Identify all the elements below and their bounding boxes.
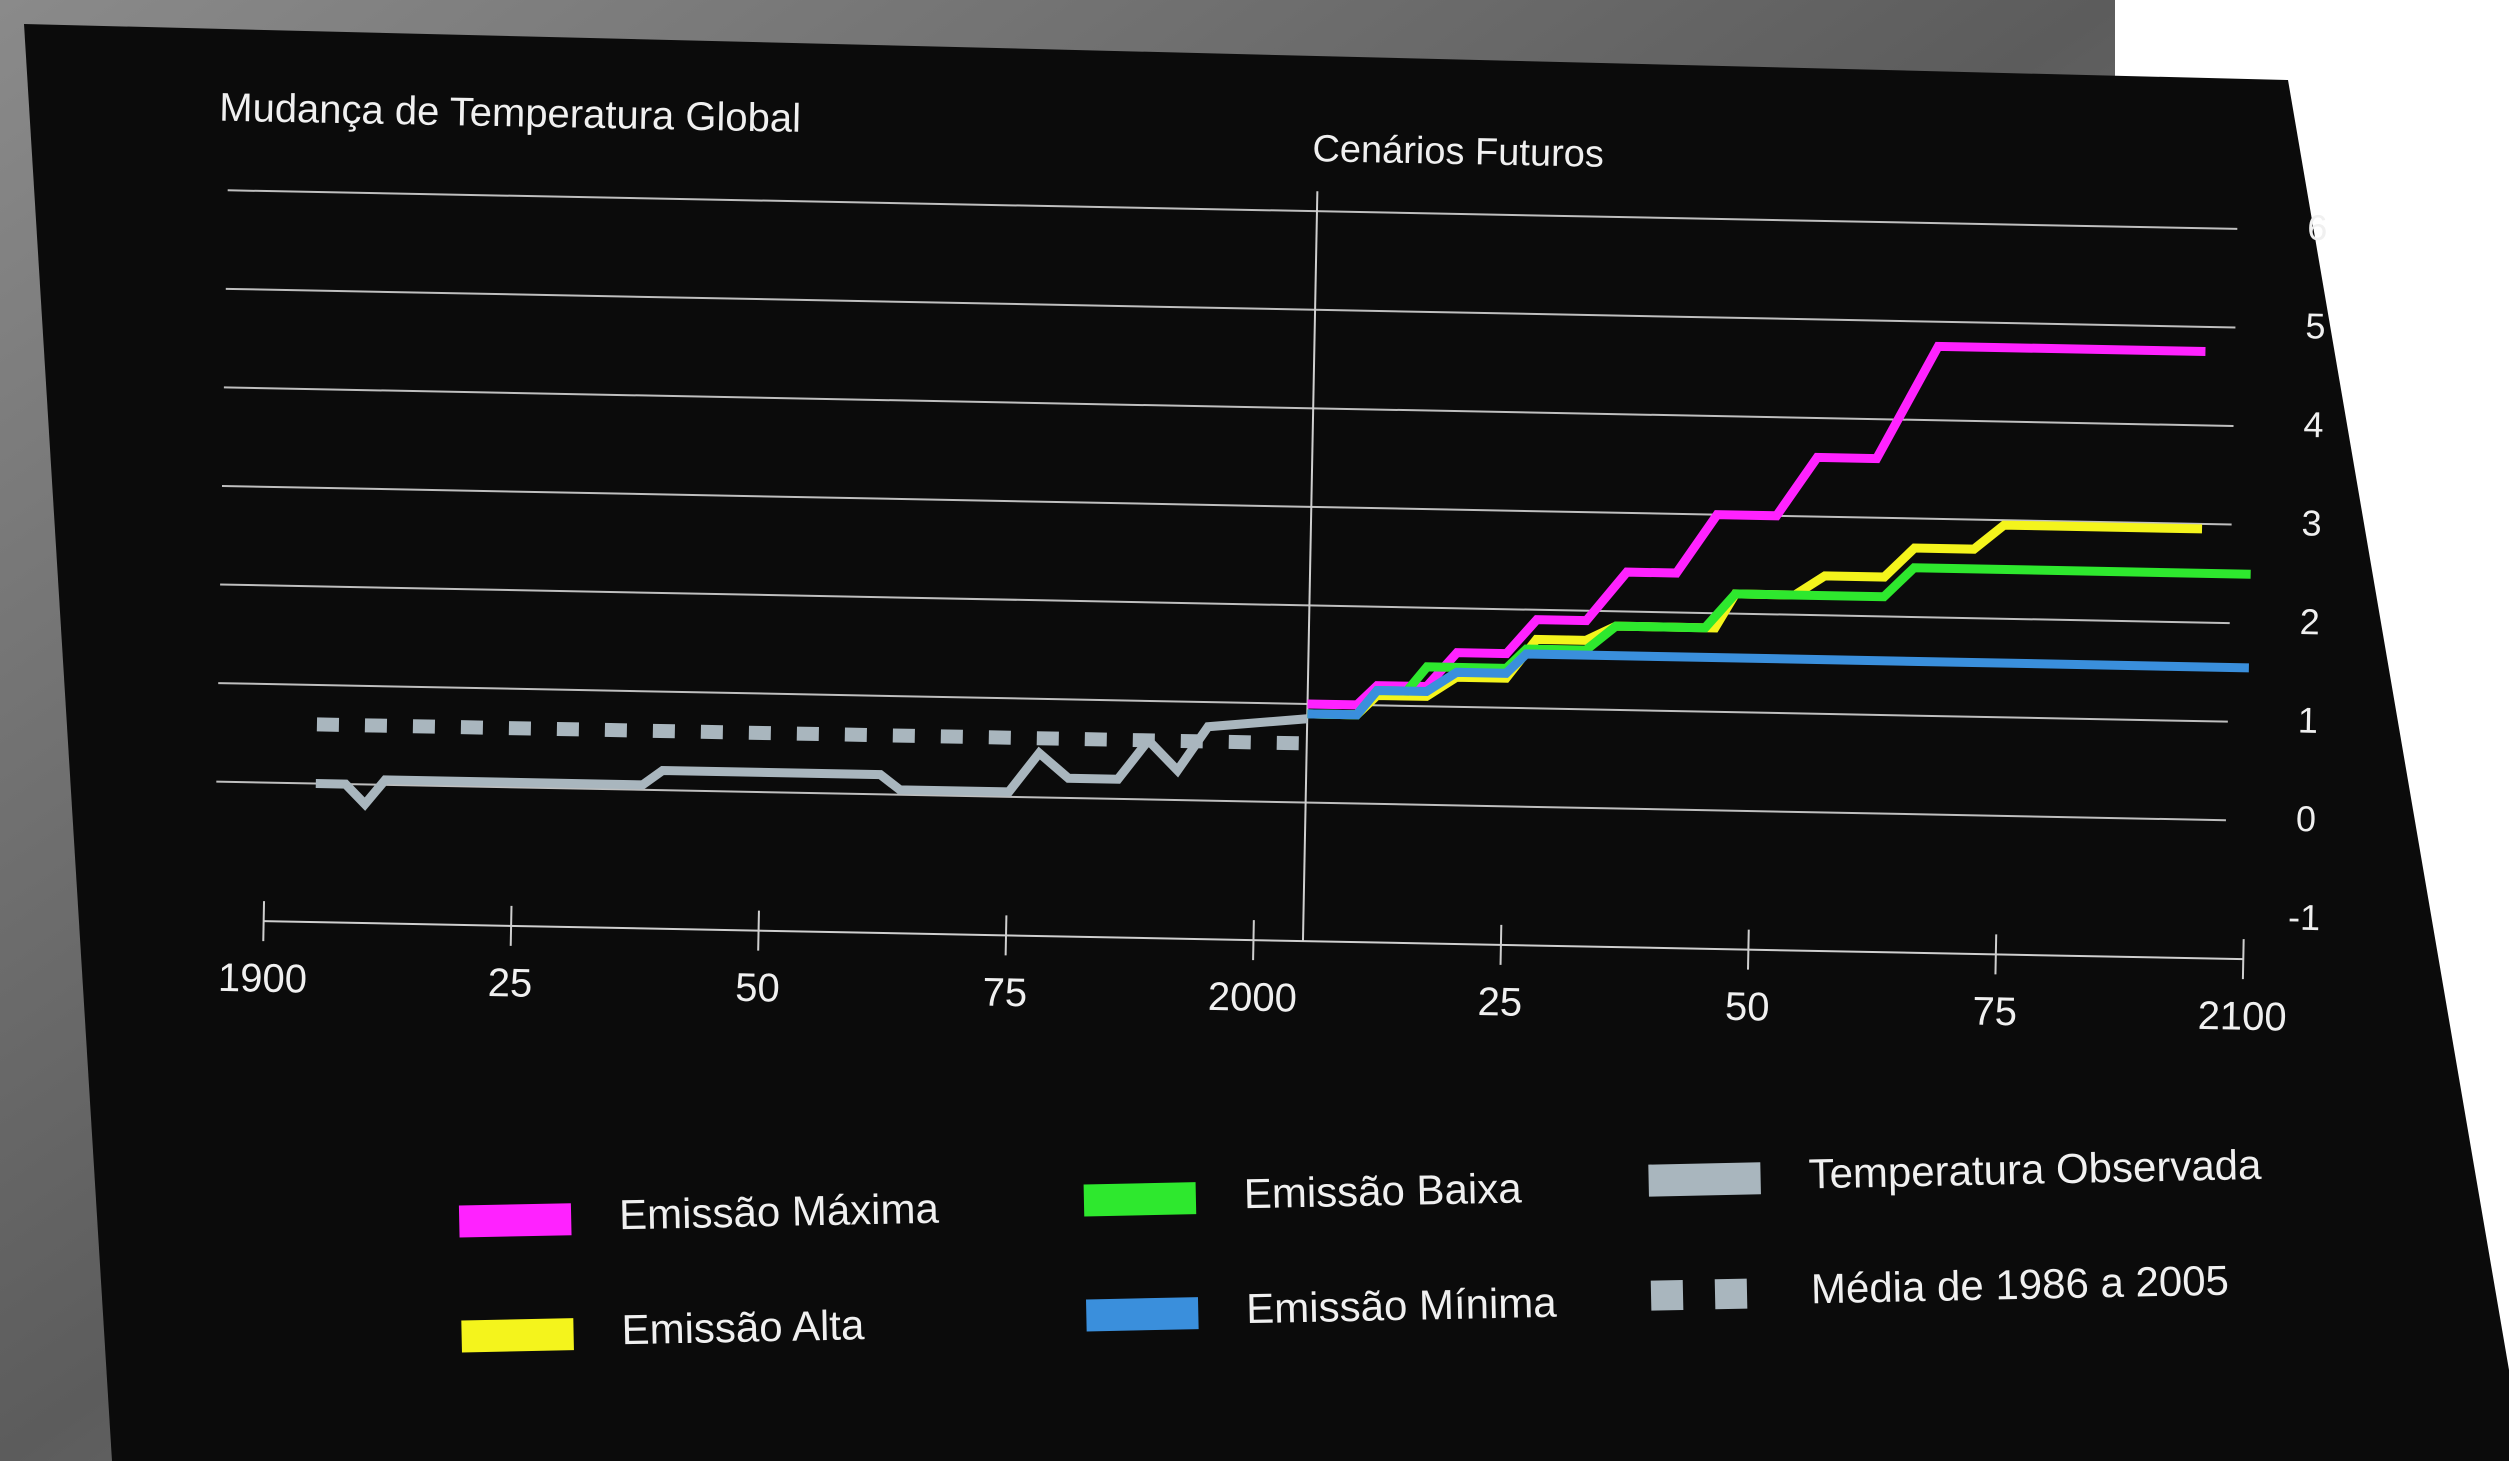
y-tick-label: 3	[2301, 502, 2322, 543]
x-tick	[1994, 934, 1998, 975]
legend-label: Emissão Baixa	[1243, 1164, 1522, 1217]
x-tick	[509, 905, 513, 946]
x-tick-label: 75	[1972, 990, 2017, 1035]
series-line	[1307, 649, 2249, 720]
annotation: Cenários Futuros	[1312, 128, 1604, 176]
legend-swatch	[1648, 1162, 1761, 1197]
legend-swatch	[1083, 1182, 1197, 1217]
x-tick	[2241, 939, 2245, 980]
x-tick-label: 50	[1725, 985, 1770, 1030]
x-tick-label: 1900	[218, 956, 308, 1002]
divider-line	[1301, 191, 1319, 942]
legend-label: Média de 1986 a 2005	[1810, 1257, 2229, 1313]
legend-swatch	[458, 1203, 572, 1238]
legend-swatch	[1650, 1279, 1684, 1311]
x-tick	[1252, 920, 1255, 961]
x-tick-label: 50	[735, 966, 780, 1011]
legend-swatch	[1714, 1278, 1748, 1310]
y-tick-label: 1	[2297, 700, 2318, 741]
grid-line	[220, 583, 2230, 625]
y-tick-label: 0	[2296, 798, 2317, 839]
x-tick-label: 25	[1477, 980, 1522, 1025]
grid-line	[216, 780, 2226, 822]
x-tick-label: 2000	[1207, 975, 1297, 1021]
average-line	[316, 717, 1307, 751]
x-tick-label: 75	[982, 971, 1027, 1016]
grid-line	[221, 484, 2232, 526]
x-tick-label: 25	[487, 961, 532, 1006]
grid-line	[218, 682, 2228, 723]
y-tick-label: 4	[2303, 404, 2324, 445]
x-tick	[1499, 924, 1503, 965]
x-tick-label: 2100	[2197, 994, 2287, 1040]
panel	[24, 24, 2509, 1461]
legend: Emissão Máxima Emissão Alta Emissão Baixa E…	[458, 1141, 2262, 1353]
legend-label: Emissão Mínima	[1246, 1279, 1558, 1333]
legend-swatch	[461, 1318, 574, 1353]
legend-label: Temperatura Observada	[1808, 1141, 2262, 1197]
legend-label: Emissão Alta	[621, 1301, 865, 1353]
series-line	[315, 714, 1308, 811]
grid-line	[225, 287, 2236, 329]
y-tick-label: 6	[2307, 207, 2328, 248]
x-tick	[757, 910, 760, 951]
grid-line	[227, 189, 2238, 230]
legend-label: Emissão Máxima	[619, 1185, 940, 1239]
legend-swatch	[1085, 1297, 1199, 1332]
x-tick	[262, 901, 266, 942]
plot: Mudança de Temperatura Global -101234561…	[216, 86, 2328, 1040]
x-tick	[1746, 929, 1750, 970]
x-tick	[1004, 915, 1008, 956]
y-tick-label: 2	[2299, 601, 2320, 642]
y-tick-label: -1	[2288, 897, 2321, 939]
series-line	[1307, 341, 2206, 710]
y-tick-label: 5	[2305, 305, 2326, 346]
